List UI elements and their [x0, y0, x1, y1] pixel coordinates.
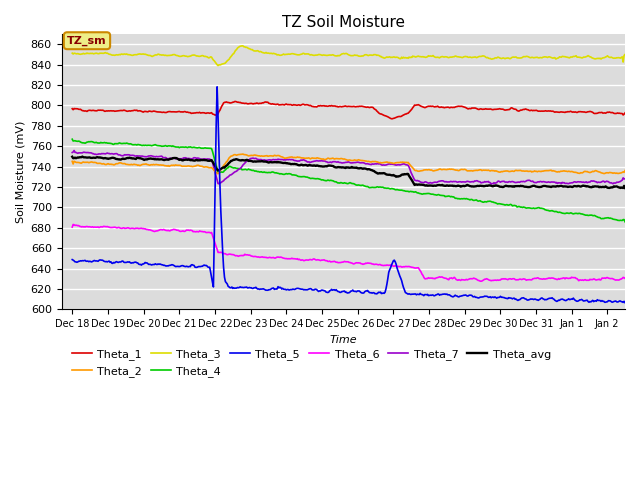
- Theta_3: [486, 56, 494, 61]
- Theta_2: [214, 171, 222, 177]
- Theta_avg: [486, 182, 493, 188]
- Theta_6: [438, 274, 446, 280]
- Theta_7: [395, 162, 403, 168]
- Line: Theta_5: Theta_5: [72, 87, 625, 303]
- Theta_7: [438, 178, 446, 184]
- Line: Theta_3: Theta_3: [72, 46, 625, 66]
- Theta_4: [211, 156, 218, 161]
- Theta_4: [394, 187, 402, 193]
- Theta_3: [320, 52, 328, 58]
- Theta_2: [396, 160, 404, 166]
- Legend: Theta_1, Theta_2, Theta_3, Theta_4, Theta_5, Theta_6, Theta_7, Theta_avg: Theta_1, Theta_2, Theta_3, Theta_4, Thet…: [67, 345, 556, 381]
- Theta_3: [68, 50, 76, 56]
- Line: Theta_6: Theta_6: [72, 225, 625, 281]
- Theta_4: [68, 136, 76, 142]
- Theta_5: [166, 263, 174, 268]
- Theta_3: [238, 43, 246, 49]
- Theta_4: [166, 143, 174, 149]
- Theta_6: [477, 278, 485, 284]
- Theta_2: [239, 151, 247, 157]
- Theta_avg: [319, 164, 327, 169]
- Theta_3: [211, 58, 218, 64]
- Y-axis label: Soil Moisture (mV): Soil Moisture (mV): [15, 120, 25, 223]
- Theta_3: [166, 52, 174, 58]
- Theta_avg: [621, 185, 629, 191]
- Theta_7: [621, 176, 629, 182]
- Theta_3: [396, 56, 404, 61]
- Theta_avg: [68, 154, 76, 160]
- Theta_5: [319, 288, 327, 293]
- Title: TZ Soil Moisture: TZ Soil Moisture: [282, 15, 404, 30]
- Theta_1: [440, 104, 447, 110]
- Theta_5: [395, 270, 403, 276]
- Line: Theta_1: Theta_1: [72, 101, 625, 119]
- Theta_5: [486, 294, 493, 300]
- Theta_6: [395, 264, 403, 270]
- Theta_7: [487, 181, 495, 187]
- Theta_1: [319, 103, 327, 108]
- Theta_2: [211, 168, 218, 173]
- Theta_1: [211, 112, 218, 118]
- Theta_5: [68, 257, 76, 263]
- Theta_6: [621, 276, 629, 281]
- Theta_6: [68, 224, 76, 230]
- Theta_avg: [395, 173, 403, 179]
- Theta_4: [484, 199, 492, 204]
- Theta_6: [211, 241, 219, 247]
- Theta_6: [69, 222, 77, 228]
- Theta_avg: [167, 156, 175, 162]
- Theta_5: [438, 291, 446, 297]
- Theta_2: [166, 163, 174, 168]
- Line: Theta_4: Theta_4: [72, 139, 625, 222]
- Theta_7: [70, 148, 78, 154]
- Theta_1: [232, 98, 239, 104]
- Theta_6: [486, 277, 494, 283]
- Theta_avg: [79, 154, 86, 159]
- Theta_7: [68, 150, 76, 156]
- Theta_7: [167, 156, 175, 161]
- Theta_avg: [620, 185, 627, 191]
- Theta_5: [211, 228, 218, 234]
- Theta_3: [214, 63, 222, 69]
- Theta_6: [167, 228, 175, 233]
- Theta_4: [319, 177, 326, 183]
- Theta_5: [213, 84, 221, 90]
- Theta_3: [440, 54, 447, 60]
- Theta_7: [211, 170, 219, 176]
- Theta_7: [319, 158, 327, 164]
- Theta_1: [621, 110, 629, 116]
- Theta_4: [438, 192, 445, 198]
- Theta_5: [621, 300, 629, 306]
- Theta_1: [396, 114, 404, 120]
- Theta_2: [486, 168, 494, 174]
- Theta_2: [440, 167, 447, 172]
- Theta_7: [486, 180, 493, 185]
- Theta_avg: [211, 164, 219, 169]
- Theta_1: [388, 116, 396, 121]
- Theta_avg: [438, 182, 446, 188]
- Theta_1: [68, 106, 76, 111]
- Theta_2: [68, 158, 76, 164]
- Theta_6: [319, 257, 327, 263]
- Line: Theta_avg: Theta_avg: [72, 156, 625, 188]
- Theta_1: [166, 108, 174, 114]
- X-axis label: Time: Time: [330, 335, 357, 345]
- Text: TZ_sm: TZ_sm: [67, 36, 107, 46]
- Theta_2: [621, 168, 629, 173]
- Theta_2: [320, 156, 328, 162]
- Line: Theta_2: Theta_2: [72, 154, 625, 174]
- Theta_3: [621, 52, 629, 58]
- Theta_1: [486, 106, 494, 112]
- Line: Theta_7: Theta_7: [72, 151, 625, 184]
- Theta_4: [621, 219, 629, 225]
